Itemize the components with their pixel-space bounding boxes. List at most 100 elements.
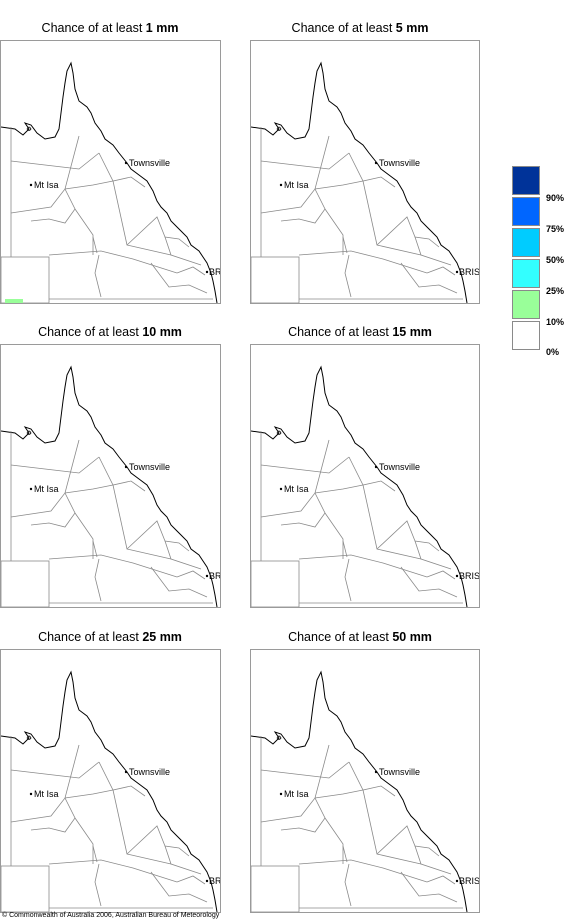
district-border — [92, 540, 98, 558]
district-border — [10, 439, 80, 518]
town-marker — [29, 792, 33, 796]
district-border — [150, 871, 208, 903]
district-border — [92, 236, 98, 254]
coastline — [1, 61, 218, 303]
district-border — [260, 439, 330, 518]
town-marker — [455, 879, 459, 883]
town-label-mt_isa: Mt Isa — [34, 180, 59, 190]
inset-box — [251, 865, 300, 912]
district-border — [260, 761, 350, 779]
district-border — [426, 266, 456, 276]
queensland-map: Townsville Mt Isa BRIS — [251, 670, 479, 912]
district-border — [74, 208, 94, 255]
town-label-brisbane: BRIS — [459, 267, 479, 277]
town-label-mt_isa: Mt Isa — [34, 484, 59, 494]
district-border — [414, 236, 452, 266]
district-border — [314, 789, 364, 799]
coastline — [251, 670, 468, 912]
district-border — [342, 845, 348, 863]
map-lines — [1, 365, 218, 607]
town-marker — [374, 161, 378, 165]
town-label-townsville: Townsville — [129, 462, 170, 472]
island — [276, 735, 282, 740]
legend-label-10: 10% — [546, 317, 565, 327]
district-border — [10, 456, 100, 474]
district-border — [98, 761, 146, 797]
district-border — [64, 789, 114, 799]
map-1mm: Townsville Mt Isa BRIS — [0, 40, 221, 304]
district-border — [342, 236, 348, 254]
legend-swatch-90-100 — [512, 166, 540, 195]
map-50mm: Townsville Mt Isa BRIS — [250, 649, 480, 913]
town-marker — [455, 270, 459, 274]
legend-label-25: 25% — [546, 286, 565, 296]
town-label-brisbane: BRIS — [209, 571, 220, 581]
district-border — [314, 180, 364, 190]
map-10mm: Townsville Mt Isa BRIS — [0, 344, 221, 608]
town-label-brisbane: BRIS — [459, 571, 479, 581]
town-label-mt_isa: Mt Isa — [284, 484, 309, 494]
district-border — [126, 216, 190, 248]
district-border — [164, 845, 202, 875]
district-border — [176, 875, 206, 885]
district-border — [126, 825, 190, 857]
inset-box — [251, 560, 300, 607]
panel-title: Chance of at least 10 mm — [38, 325, 182, 339]
district-border — [30, 492, 76, 528]
district-border — [94, 558, 102, 602]
coastline — [251, 61, 468, 303]
district-border — [324, 208, 344, 255]
panel-title: Chance of at least 5 mm — [291, 21, 429, 35]
district-border — [400, 871, 458, 903]
legend-label-90: 90% — [546, 193, 565, 203]
legend-label-0: 0% — [546, 347, 560, 357]
map-lines — [251, 670, 468, 912]
map-25mm: Townsville Mt Isa BRIS — [0, 649, 221, 913]
town-marker — [124, 465, 128, 469]
inset-box — [251, 256, 300, 303]
district-border — [30, 797, 76, 833]
queensland-map: Townsville Mt Isa BRIS — [1, 365, 220, 607]
district-border — [74, 512, 94, 559]
district-border — [126, 520, 190, 552]
town-marker — [205, 270, 209, 274]
map-15mm: Townsville Mt Isa BRIS — [250, 344, 480, 608]
district-border — [344, 863, 352, 907]
map-lines — [1, 61, 218, 303]
district-border — [348, 761, 396, 797]
town-label-townsville: Townsville — [379, 158, 420, 168]
panel-title: Chance of at least 15 mm — [288, 325, 432, 339]
inset-box — [1, 256, 50, 303]
district-border — [164, 540, 202, 570]
district-border — [164, 236, 202, 266]
town-marker — [205, 879, 209, 883]
queensland-map: Townsville Mt Isa BRIS — [1, 670, 220, 912]
district-border — [280, 492, 326, 528]
district-border — [362, 484, 422, 560]
map-lines — [251, 61, 468, 303]
island — [276, 126, 282, 131]
town-marker — [374, 465, 378, 469]
district-border — [10, 744, 80, 823]
coastline — [251, 365, 468, 607]
district-border — [92, 845, 98, 863]
town-marker — [205, 574, 209, 578]
district-border — [112, 484, 172, 560]
district-border — [376, 825, 440, 857]
map-lines — [251, 365, 468, 607]
district-border — [10, 761, 100, 779]
district-border — [94, 863, 102, 907]
district-border — [112, 180, 172, 256]
legend-swatch-75-90 — [512, 197, 540, 226]
panel-title: Chance of at least 1 mm — [41, 21, 179, 35]
district-border — [48, 250, 178, 274]
town-label-mt_isa: Mt Isa — [34, 789, 59, 799]
town-label-townsville: Townsville — [129, 158, 170, 168]
district-border — [426, 875, 456, 885]
district-border — [64, 180, 114, 190]
island — [26, 126, 32, 131]
district-border — [98, 456, 146, 492]
town-marker — [374, 770, 378, 774]
district-border — [10, 135, 80, 214]
legend-label-75: 75% — [546, 224, 565, 234]
